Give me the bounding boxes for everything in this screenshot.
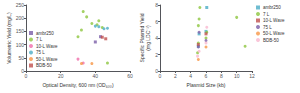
svg-text:6: 6 xyxy=(155,19,158,25)
svg-text:60: 60 xyxy=(127,73,133,79)
svg-text:10-L Wave: 10-L Wave xyxy=(263,18,285,23)
svg-text:4: 4 xyxy=(155,35,158,41)
svg-text:ambr250: ambr250 xyxy=(263,5,281,10)
svg-text:200: 200 xyxy=(16,15,25,21)
svg-text:8: 8 xyxy=(155,2,158,8)
svg-text:7 L: 7 L xyxy=(36,37,43,42)
svg-text:2: 2 xyxy=(174,73,177,79)
svg-text:0: 0 xyxy=(25,73,28,79)
svg-text:10-L Wave: 10-L Wave xyxy=(36,44,58,49)
svg-text:0: 0 xyxy=(21,68,24,74)
svg-text:0: 0 xyxy=(159,73,162,79)
svg-text:Specific Plasmid Yield: Specific Plasmid Yield xyxy=(139,13,146,63)
svg-text:40: 40 xyxy=(93,73,99,79)
svg-text:ambr250: ambr250 xyxy=(36,31,54,36)
svg-text:7 L: 7 L xyxy=(263,12,270,17)
svg-text:Plasmid Size (kb): Plasmid Size (kb) xyxy=(187,82,226,88)
svg-text:Volumetric Yield (mg/L): Volumetric Yield (mg/L) xyxy=(6,12,12,64)
svg-text:75 L: 75 L xyxy=(263,25,272,30)
svg-text:100: 100 xyxy=(16,42,25,48)
svg-text:0: 0 xyxy=(155,68,158,74)
svg-text:6: 6 xyxy=(205,73,208,79)
svg-text:BDB-50: BDB-50 xyxy=(263,38,279,43)
svg-text:Optical Density, 600 nm (OD₆₀₀: Optical Density, 600 nm (OD₆₀₀) xyxy=(42,82,113,88)
svg-text:4: 4 xyxy=(189,73,192,79)
svg-text:(mg LDC⁻¹): (mg LDC⁻¹) xyxy=(145,25,151,51)
svg-text:50-L Wave: 50-L Wave xyxy=(36,57,58,62)
svg-text:150: 150 xyxy=(16,28,25,34)
svg-text:10: 10 xyxy=(234,73,240,79)
svg-text:250: 250 xyxy=(16,2,25,8)
svg-text:2: 2 xyxy=(155,52,158,58)
svg-text:BDB-50: BDB-50 xyxy=(36,63,52,68)
svg-text:8: 8 xyxy=(220,73,223,79)
svg-text:75 L: 75 L xyxy=(36,50,45,55)
svg-text:20: 20 xyxy=(58,73,64,79)
svg-text:50: 50 xyxy=(18,55,24,61)
svg-text:50-L Wave: 50-L Wave xyxy=(263,31,285,36)
svg-text:12: 12 xyxy=(249,73,255,79)
